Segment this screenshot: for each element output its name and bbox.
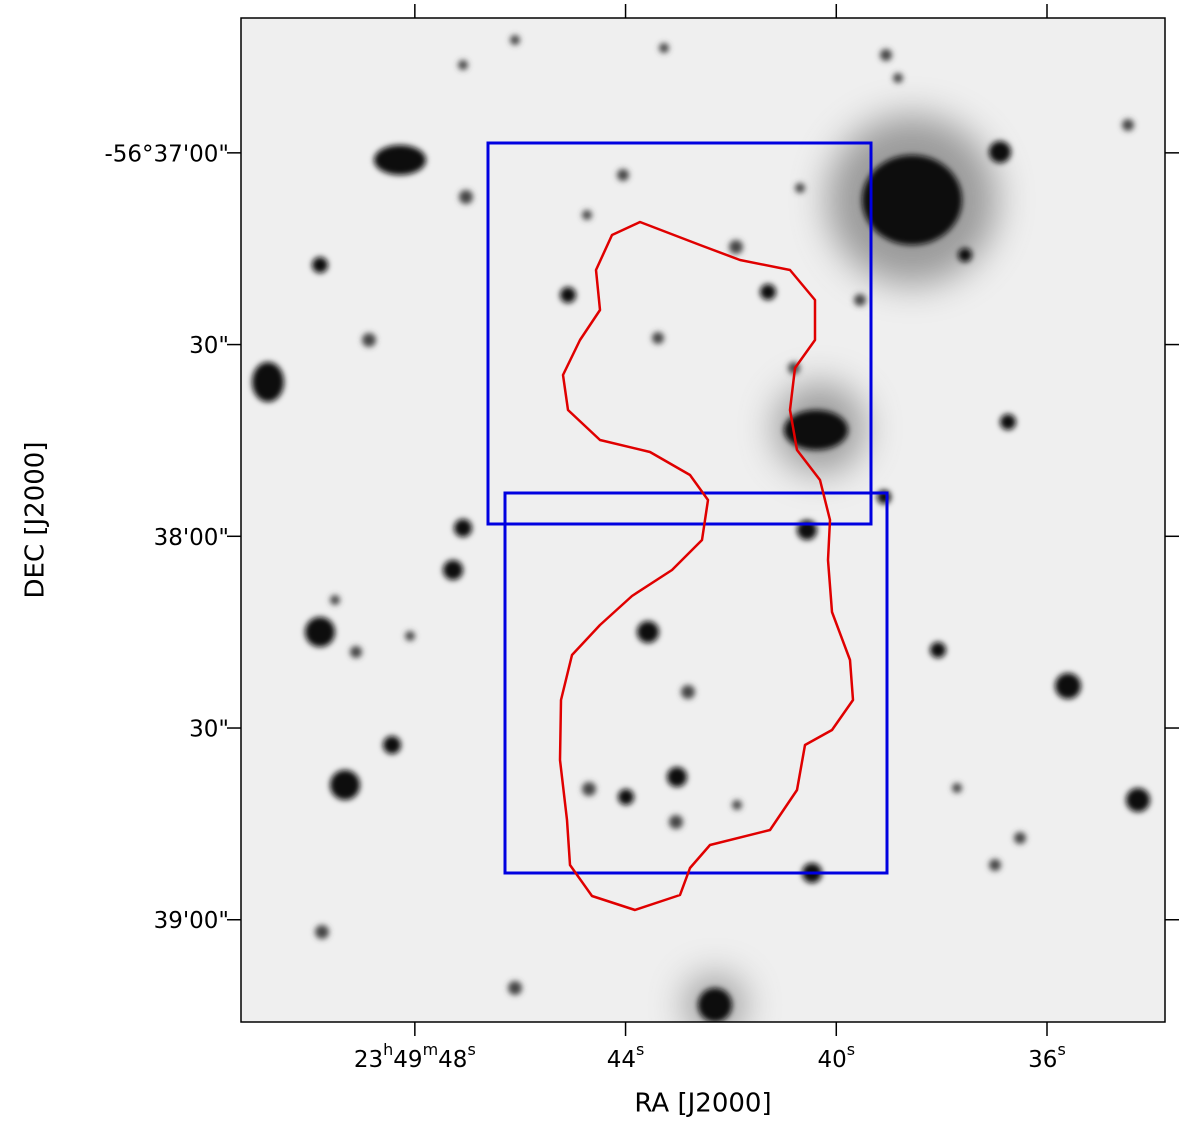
x-tick-label: 40s <box>817 1040 855 1073</box>
x-tick-label: 36s <box>1028 1040 1066 1073</box>
x-tick-label: 23h49m48s <box>354 1040 476 1073</box>
x-axis-label: RA [J2000] <box>634 1089 771 1119</box>
region-box <box>503 491 889 875</box>
region-box <box>486 141 873 526</box>
y-tick-label: 39'00" <box>154 908 229 934</box>
plot-frame <box>240 17 1166 1023</box>
y-tick-label: 30" <box>189 717 229 743</box>
y-tick-label: 30" <box>189 333 229 359</box>
y-tick-label: 38'00" <box>154 525 229 551</box>
y-axis-label: DEC [J2000] <box>21 442 51 599</box>
y-tick-label: -56°37'00" <box>104 141 229 167</box>
contour <box>558 220 855 912</box>
x-tick-label: 44s <box>607 1040 645 1073</box>
